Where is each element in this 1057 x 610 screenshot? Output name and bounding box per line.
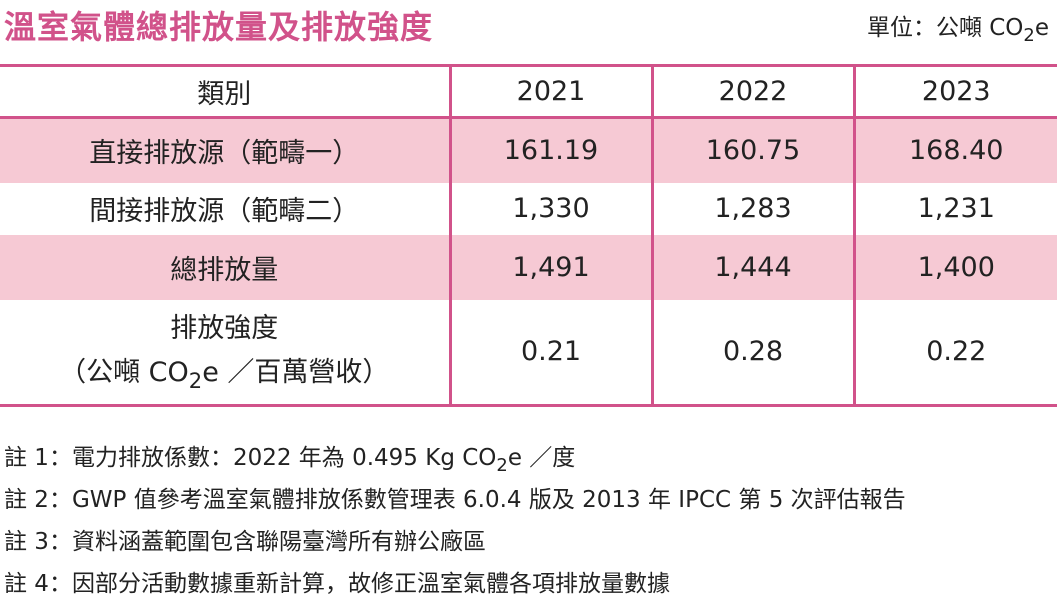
- footnote-3: 註 3：資料涵蓋範圍包含聯陽臺灣所有辦公廠區: [4, 529, 486, 555]
- unit-subscript: 2: [1023, 24, 1035, 46]
- table-cell: 1,283: [650, 182, 854, 235]
- unit-prefix: 單位：公噸 CO: [866, 15, 1024, 41]
- row-label: 總排放量: [0, 234, 450, 300]
- table-cell: 1,400: [852, 234, 1057, 300]
- table-cell: 0.22: [852, 299, 1057, 407]
- header-category: 類別: [0, 64, 450, 119]
- footnotes: 註 1：電力排放係數：2022 年為 0.495 Kg CO2e ／度 註 2：…: [4, 440, 906, 608]
- header-2022: 2022: [650, 64, 854, 119]
- row-label: 排放強度 （公噸 CO2e ／百萬營收）: [0, 299, 450, 407]
- row-label: 間接排放源（範疇二）: [89, 196, 360, 227]
- row-label-line2: （公噸 CO2e ／百萬營收）: [59, 357, 390, 393]
- table-row-scope1: 直接排放源（範疇一） 161.19 160.75 168.40: [0, 117, 1057, 183]
- table-cell: 1,444: [650, 234, 854, 300]
- table-cell: 1,231: [852, 182, 1057, 235]
- table-cell: 168.40: [852, 117, 1057, 183]
- table-cell: 1,491: [448, 234, 652, 300]
- table-row-total: 總排放量 1,491 1,444 1,400: [0, 234, 1057, 300]
- footnote-4: 註 4：因部分活動數據重新計算，故修正溫室氣體各項排放量數據: [4, 571, 670, 597]
- table-cell: 0.21: [448, 299, 652, 407]
- header-2023: 2023: [852, 64, 1057, 119]
- table-row-scope2: 間接排放源（範疇二） 1,330 1,283 1,231: [0, 182, 1057, 235]
- footnote-2: 註 2：GWP 值參考溫室氣體排放係數管理表 6.0.4 版及 2013 年 I…: [4, 487, 906, 513]
- header-2021: 2021: [448, 64, 652, 119]
- table-cell: 161.19: [448, 117, 652, 183]
- row-label: 直接排放源（範疇一）: [0, 117, 450, 183]
- unit-suffix: e: [1034, 15, 1049, 41]
- table-header-row: 類別 2021 2022 2023: [0, 64, 1057, 119]
- row-label-line1: 排放強度: [170, 313, 279, 345]
- table-cell: 160.75: [650, 117, 854, 183]
- table-row-intensity: 排放強度 （公噸 CO2e ／百萬營收） 0.21 0.28 0.22: [0, 299, 1057, 407]
- unit-label: 單位：公噸 CO2e: [866, 8, 1049, 46]
- footnote-1: 註 1：電力排放係數：2022 年為 0.495 Kg CO2e ／度: [4, 445, 576, 476]
- table-cell: 1,330: [448, 182, 652, 235]
- page-title: 溫室氣體總排放量及排放強度: [4, 8, 434, 46]
- table-cell: 0.28: [650, 299, 854, 407]
- emissions-table: 類別 2021 2022 2023 直接排放源（範疇一） 161.19 160.…: [0, 64, 1057, 407]
